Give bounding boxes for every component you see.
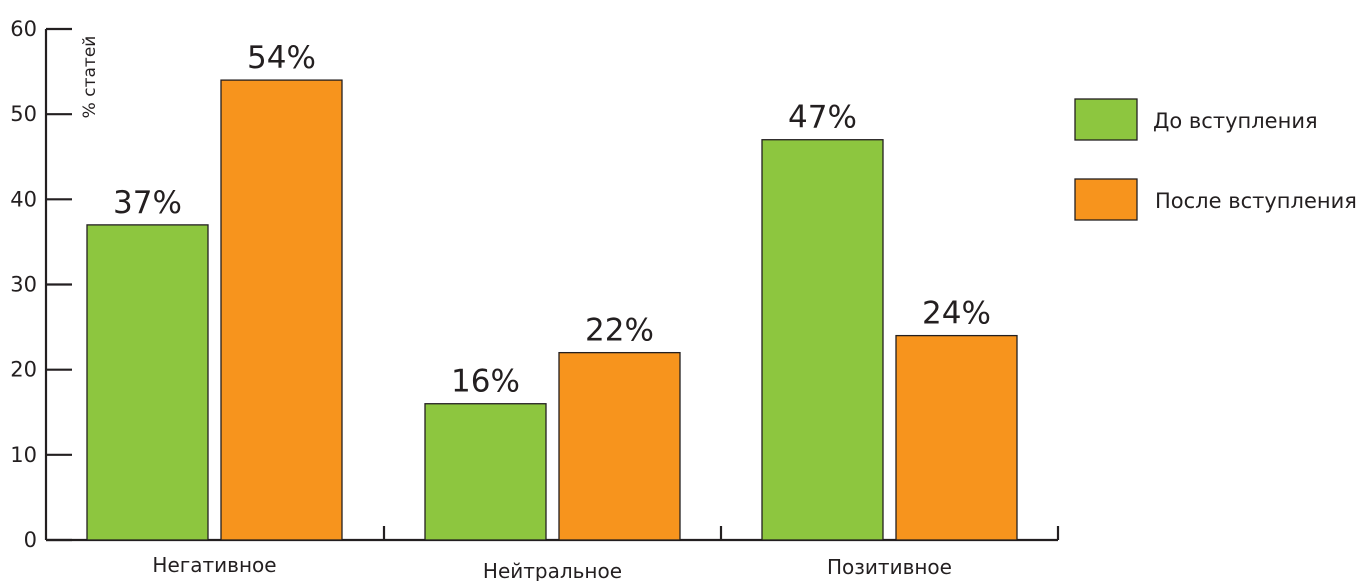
data-label: 22% — [585, 313, 654, 349]
y-axis-label: % статей — [80, 36, 100, 119]
x-category-label: Позитивное — [827, 555, 952, 579]
x-category-label: Негативное — [152, 553, 276, 577]
y-tick-label: 40 — [10, 187, 37, 211]
y-tick-label: 20 — [10, 358, 37, 382]
data-label: 37% — [113, 185, 182, 221]
x-category-label: Нейтральное — [483, 559, 622, 581]
bar — [220, 79, 343, 541]
bars — [86, 79, 1018, 541]
axes: 0 10 20 30 40 50 60 % статей Негативное Нейтральн… — [10, 17, 1060, 583]
legend-swatch — [1074, 98, 1138, 141]
data-labels: 37% 16% 47% 54% 22% 24% — [113, 40, 991, 400]
legend-swatch — [1074, 178, 1138, 221]
y-tick-label: 30 — [10, 273, 37, 297]
bar — [895, 334, 1018, 541]
y-tick-label: 50 — [10, 102, 37, 126]
bar — [86, 224, 209, 541]
y-tick-label: 10 — [10, 443, 37, 467]
data-label: 47% — [788, 100, 857, 136]
y-tick-label: 60 — [10, 17, 37, 41]
legend-label: До вступления — [1153, 109, 1318, 133]
bar — [424, 403, 547, 541]
bar — [761, 139, 884, 541]
legend-label: После вступления — [1155, 189, 1357, 213]
data-label: 16% — [451, 364, 520, 400]
bar — [558, 351, 681, 541]
data-label: 54% — [247, 40, 316, 76]
y-tick-label: 0 — [24, 528, 37, 552]
data-label: 24% — [922, 296, 991, 332]
legend: До вступления После вступления — [1074, 98, 1357, 221]
